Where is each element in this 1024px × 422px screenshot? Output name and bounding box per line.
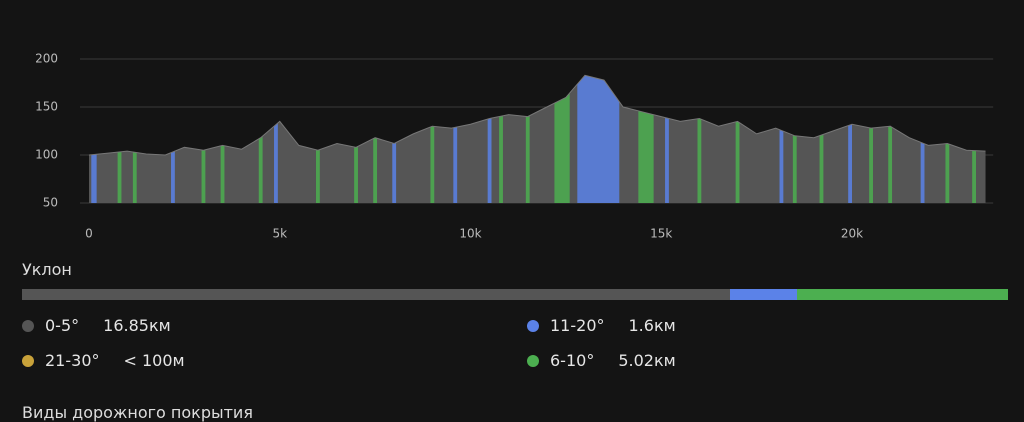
slope-band — [638, 75, 654, 203]
legend-distance: 1.6км — [628, 316, 676, 335]
legend-dot — [22, 354, 34, 367]
slope-band — [554, 75, 570, 203]
bar-segment — [797, 289, 1008, 300]
slope-band — [373, 75, 378, 203]
legend-distance: 5.02км — [618, 351, 676, 370]
slope-band — [392, 75, 397, 203]
legend-dot — [527, 319, 539, 332]
slope-band — [869, 75, 873, 203]
slope-band — [888, 75, 893, 203]
slope-band — [819, 75, 824, 203]
elevation-chart: 50 100 150 200 0 5k 10k 15k 20k — [35, 52, 994, 241]
slope-band — [487, 75, 492, 203]
legend-label: 0-5° — [45, 316, 80, 335]
slope-band — [258, 75, 263, 203]
slope-band — [453, 75, 458, 203]
legend-label: 6-10° — [550, 351, 595, 370]
slope-band — [665, 75, 669, 203]
x-tick-label: 0 — [85, 227, 93, 241]
slope-band — [354, 75, 358, 203]
slope-band — [274, 75, 278, 203]
section-title: Виды дорожного покрытия — [22, 403, 253, 422]
slope-band — [779, 75, 784, 203]
x-tick-label: 20k — [841, 227, 863, 241]
legend-distance: < 100м — [123, 351, 185, 370]
slope-band — [735, 75, 740, 203]
slope-band — [792, 75, 797, 203]
elevation-area — [89, 75, 986, 203]
slope-band — [945, 75, 950, 203]
slope-band — [171, 75, 175, 203]
legend-item: 6-10° 5.02км — [527, 351, 676, 370]
slope-band — [132, 75, 137, 203]
legend-label: 21-30° — [45, 351, 100, 370]
x-tick-label: 5k — [272, 227, 287, 241]
elevation-line — [88, 74, 986, 156]
legend-label: 11-20° — [550, 316, 605, 335]
slope-band — [525, 75, 530, 203]
legend-item: 11-20° 1.6км — [527, 316, 676, 335]
y-tick-label: 50 — [43, 196, 58, 210]
legend-dot — [527, 354, 539, 367]
legend-distance: 16.85км — [103, 316, 171, 335]
x-tick-label: 10k — [459, 227, 481, 241]
slope-band — [315, 75, 320, 203]
x-tick-label: 15k — [650, 227, 672, 241]
slope-bar — [22, 289, 1008, 300]
slope-band — [499, 75, 503, 203]
bar-segment — [729, 289, 798, 300]
slope-band — [220, 75, 225, 203]
y-tick-label: 200 — [35, 52, 58, 66]
slope-band — [972, 75, 976, 203]
bar-segment — [22, 289, 730, 300]
legend-item: 0-5° 16.85км — [22, 316, 171, 335]
slope-band — [848, 75, 852, 203]
slope-band — [117, 75, 122, 203]
slope-band — [201, 75, 206, 203]
slope-band — [920, 75, 925, 203]
slope-band — [577, 75, 620, 203]
slope-band — [430, 75, 435, 203]
slope-band — [91, 75, 97, 203]
y-tick-label: 150 — [35, 100, 58, 114]
y-tick-label: 100 — [35, 148, 58, 162]
section-title: Уклон — [22, 260, 72, 279]
legend-dot — [22, 319, 34, 332]
slope-band — [697, 75, 702, 203]
legend-item: 21-30° < 100м — [22, 351, 185, 370]
